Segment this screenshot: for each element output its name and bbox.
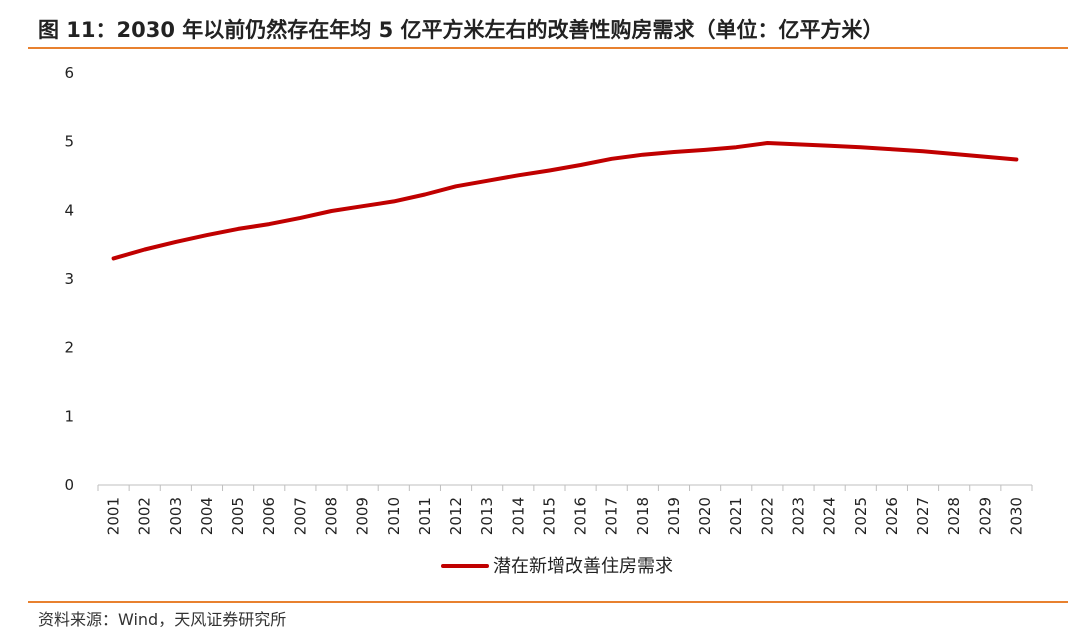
x-tick-label: 2016 <box>572 497 590 535</box>
y-tick-label: 0 <box>64 476 74 494</box>
x-tick-label: 2001 <box>105 497 123 535</box>
x-tick-label: 2021 <box>727 497 745 535</box>
x-tick-label: 2018 <box>634 497 652 535</box>
x-axis-ticks: 2001 2002 2003 2004 2005 2006 2007 2008 2009 2010… <box>105 497 1026 535</box>
line-chart: 0 1 2 3 4 5 6 2001 2002 2003 2004 2005 2006 2007 2008… <box>64 64 1033 577</box>
x-tick-label: 2014 <box>509 497 527 535</box>
x-tick-label: 2013 <box>478 497 496 535</box>
x-tick-label: 2030 <box>1007 497 1025 535</box>
series-line <box>111 141 1019 261</box>
x-tick-label: 2012 <box>447 497 465 535</box>
x-tick-label: 2010 <box>385 497 403 535</box>
x-tick-label: 2002 <box>136 497 154 535</box>
x-tick-label: 2003 <box>167 497 185 535</box>
chart-title: 图 11：2030 年以前仍然存在年均 5 亿平方米左右的改善性购房需求（单位：… <box>38 18 884 42</box>
y-tick-label: 1 <box>64 407 74 425</box>
x-tick-label: 2007 <box>291 497 309 535</box>
x-tick-label: 2015 <box>540 497 558 535</box>
x-tick-label: 2017 <box>603 497 621 535</box>
x-tick-label: 2022 <box>758 497 776 535</box>
bottom-divider <box>28 601 1068 603</box>
y-tick-label: 4 <box>64 201 74 219</box>
legend-label: 潜在新增改善住房需求 <box>493 556 673 577</box>
x-tick-label: 2029 <box>976 497 994 535</box>
x-tick-label: 2011 <box>416 497 434 535</box>
x-tick-label: 2008 <box>323 497 341 535</box>
y-tick-label: 6 <box>64 64 74 82</box>
y-tick-label: 3 <box>64 270 74 288</box>
x-tick-label: 2023 <box>790 497 808 535</box>
x-tick-label: 2004 <box>198 497 216 535</box>
axes <box>97 484 1033 491</box>
legend: 潜在新增改善住房需求 <box>441 556 673 577</box>
source-note: 资料来源：Wind，天风证券研究所 <box>38 610 287 629</box>
x-tick-label: 2020 <box>696 497 714 535</box>
x-tick-label: 2025 <box>852 497 870 535</box>
x-tick-label: 2028 <box>945 497 963 535</box>
series-layer <box>111 141 1019 261</box>
x-tick-label: 2006 <box>260 497 278 535</box>
x-tick-label: 2024 <box>821 497 839 535</box>
y-axis-ticks: 0 1 2 3 4 5 6 <box>64 64 74 494</box>
x-tick-label: 2005 <box>229 497 247 535</box>
x-tick-label: 2026 <box>883 497 901 535</box>
x-tick-label: 2027 <box>914 497 932 535</box>
x-tick-label: 2009 <box>354 497 372 535</box>
x-tick-label: 2019 <box>665 497 683 535</box>
top-divider <box>28 47 1068 49</box>
y-tick-label: 5 <box>64 133 74 151</box>
y-tick-label: 2 <box>64 339 74 357</box>
